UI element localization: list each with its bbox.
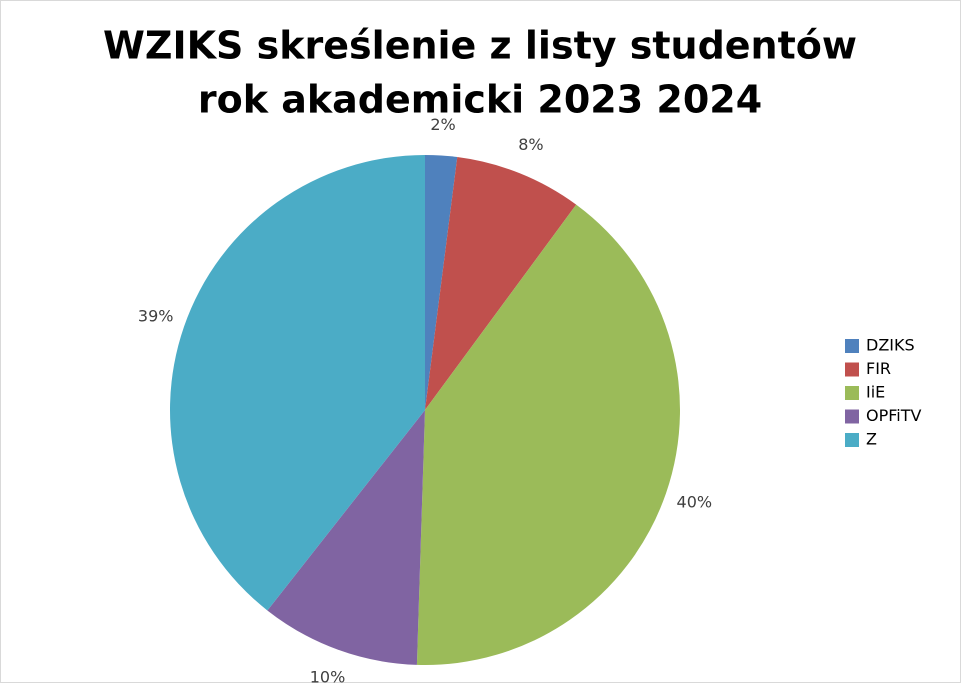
legend-label: Z	[866, 430, 877, 449]
pie-slice	[267, 410, 425, 665]
pie-slice	[416, 204, 681, 666]
legend-label: OPFiTV	[866, 406, 922, 425]
data-label: 10%	[310, 667, 346, 684]
legend-swatch	[845, 386, 859, 400]
data-label: 39%	[138, 306, 174, 325]
data-label: 2%	[430, 115, 455, 134]
legend-swatch	[845, 362, 859, 377]
chart-title: rok akademicki 2023 2024	[198, 78, 762, 122]
legend-swatch	[845, 433, 859, 447]
legend-label: IiE	[866, 383, 885, 402]
pie-slice	[169, 155, 425, 611]
legend-swatch	[845, 409, 859, 424]
legend-label: FIR	[866, 359, 891, 378]
pie-slice	[425, 157, 577, 410]
data-label: 40%	[677, 493, 713, 512]
data-label: 8%	[518, 135, 543, 154]
legend-label: DZIKS	[866, 336, 915, 355]
chart-title: WZIKS skreślenie z listy studentów	[103, 24, 857, 68]
legend-swatch	[845, 339, 859, 353]
pie-slice	[425, 155, 458, 410]
